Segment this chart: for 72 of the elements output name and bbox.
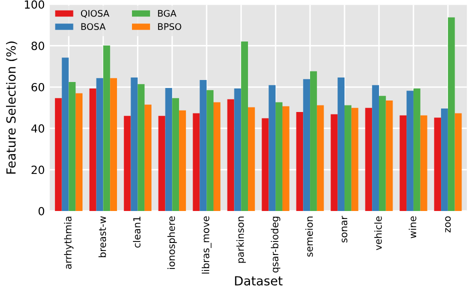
x-tick-label: zoo	[445, 216, 451, 232]
bar	[234, 88, 242, 211]
y-tick-label: 60	[32, 82, 44, 92]
bar	[316, 105, 324, 211]
bar	[282, 106, 290, 211]
bar	[110, 78, 117, 211]
x-tick-label: sonar	[342, 216, 348, 242]
legend-label: QIOSA	[80, 10, 110, 18]
y-tick-label: 80	[32, 42, 44, 50]
bar	[241, 42, 248, 211]
bar	[124, 116, 131, 211]
legend-label: BPSO	[158, 23, 182, 30]
x-tick-label: semeion	[305, 216, 313, 257]
y-tick-label: 100	[24, 0, 44, 9]
bar	[434, 118, 442, 211]
bar	[441, 108, 448, 211]
bar	[310, 71, 317, 211]
bar	[386, 100, 393, 211]
bar	[448, 17, 455, 211]
bar	[262, 118, 269, 211]
bar	[103, 45, 110, 211]
y-axis-title: Feature Selection (%)	[6, 42, 18, 174]
bar	[165, 88, 172, 211]
legend-label: BGA	[158, 10, 176, 17]
x-tick-label: wine	[408, 216, 416, 238]
bar	[158, 116, 166, 211]
bar	[138, 84, 145, 211]
bar	[76, 93, 83, 211]
x-axis-title: Dataset	[235, 276, 283, 286]
bar	[179, 110, 186, 211]
bar	[303, 79, 310, 211]
bar	[351, 108, 358, 211]
x-tick-label: vehicle	[374, 216, 382, 250]
bar	[248, 107, 255, 211]
bar	[214, 102, 220, 211]
y-tick-label: 0	[38, 206, 44, 216]
bar	[372, 85, 379, 211]
legend-label: BOSA	[81, 23, 106, 30]
bar	[344, 105, 352, 211]
bar	[89, 88, 96, 211]
x-tick-label: qsar-biodeg	[270, 216, 280, 273]
x-tick-label: clean1	[132, 216, 140, 248]
bar	[420, 115, 428, 211]
bar	[406, 90, 414, 211]
bar	[400, 115, 407, 211]
bar	[330, 114, 338, 211]
bar	[378, 96, 386, 211]
bar	[296, 112, 304, 211]
bar	[276, 102, 282, 211]
bar	[200, 80, 207, 211]
bar	[365, 108, 372, 211]
bar	[130, 78, 138, 211]
bar	[68, 82, 76, 211]
y-tick-label: 20	[32, 166, 44, 174]
bar	[227, 99, 234, 211]
x-tick-label: parkinson	[236, 216, 246, 263]
bar	[268, 85, 276, 211]
x-tick-label: ionosphere	[167, 216, 177, 269]
bar	[144, 104, 152, 211]
bar	[454, 113, 462, 211]
bar	[62, 58, 69, 211]
x-tick-label: breast-w	[98, 216, 106, 258]
bar	[338, 78, 345, 211]
bar	[54, 98, 62, 211]
y-tick-label: 40	[31, 124, 44, 133]
bar	[172, 98, 180, 211]
bar	[192, 113, 200, 211]
bar	[413, 88, 420, 211]
x-tick-label: libras_move	[202, 216, 212, 274]
bar	[206, 90, 214, 211]
bar	[96, 78, 104, 211]
x-tick-label: arrhythmia	[64, 216, 74, 269]
